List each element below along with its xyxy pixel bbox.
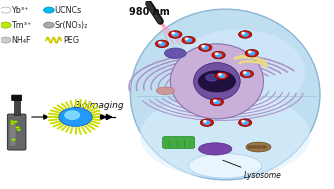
- Circle shape: [10, 120, 14, 123]
- Circle shape: [242, 32, 244, 34]
- Ellipse shape: [246, 142, 271, 152]
- Circle shape: [202, 46, 208, 49]
- Circle shape: [0, 37, 11, 43]
- FancyBboxPatch shape: [7, 114, 26, 150]
- Ellipse shape: [140, 93, 311, 178]
- Circle shape: [199, 44, 212, 51]
- Circle shape: [155, 40, 169, 48]
- Circle shape: [182, 36, 195, 44]
- Text: PEG: PEG: [63, 36, 79, 45]
- Circle shape: [243, 72, 246, 73]
- Circle shape: [248, 51, 251, 53]
- Circle shape: [262, 146, 266, 148]
- Ellipse shape: [170, 44, 264, 119]
- Circle shape: [258, 146, 262, 148]
- Ellipse shape: [199, 143, 232, 155]
- Circle shape: [11, 139, 15, 141]
- Circle shape: [44, 22, 54, 28]
- Circle shape: [17, 129, 21, 131]
- Circle shape: [206, 74, 218, 81]
- Circle shape: [210, 98, 223, 106]
- Circle shape: [215, 53, 221, 57]
- Circle shape: [253, 146, 257, 148]
- Circle shape: [240, 70, 254, 78]
- Circle shape: [244, 72, 250, 76]
- Ellipse shape: [194, 63, 240, 100]
- Circle shape: [0, 22, 11, 28]
- Text: 980 nm: 980 nm: [129, 7, 169, 17]
- Circle shape: [172, 32, 175, 34]
- Circle shape: [185, 38, 188, 40]
- Text: UCNCs: UCNCs: [54, 5, 81, 15]
- Circle shape: [212, 51, 225, 59]
- Circle shape: [186, 38, 192, 42]
- Text: Lysosome: Lysosome: [223, 160, 281, 180]
- Circle shape: [159, 42, 161, 43]
- Circle shape: [159, 42, 165, 46]
- Circle shape: [199, 71, 235, 92]
- Circle shape: [242, 121, 248, 124]
- Text: Tm³⁺: Tm³⁺: [11, 21, 31, 30]
- Circle shape: [238, 31, 252, 38]
- Circle shape: [248, 146, 252, 148]
- Circle shape: [238, 119, 252, 126]
- Circle shape: [172, 33, 178, 36]
- Circle shape: [44, 7, 54, 13]
- FancyBboxPatch shape: [10, 122, 16, 146]
- Ellipse shape: [156, 87, 174, 94]
- Circle shape: [204, 121, 210, 124]
- Text: Sr(NO₃)₂: Sr(NO₃)₂: [54, 21, 88, 30]
- FancyBboxPatch shape: [14, 100, 20, 115]
- Text: Bioimaging: Bioimaging: [73, 101, 124, 110]
- Circle shape: [215, 72, 228, 80]
- Circle shape: [215, 53, 218, 55]
- Text: NH₄F: NH₄F: [11, 36, 30, 45]
- Circle shape: [242, 33, 248, 36]
- Circle shape: [214, 100, 220, 104]
- Circle shape: [169, 31, 182, 38]
- Circle shape: [218, 74, 221, 75]
- Text: Yb³⁺: Yb³⁺: [11, 5, 28, 15]
- Circle shape: [213, 100, 216, 101]
- Ellipse shape: [189, 154, 262, 178]
- Circle shape: [16, 126, 20, 129]
- Ellipse shape: [165, 48, 186, 58]
- Circle shape: [11, 123, 15, 125]
- Circle shape: [242, 121, 244, 122]
- Circle shape: [245, 50, 259, 57]
- Circle shape: [65, 111, 79, 119]
- Circle shape: [200, 119, 213, 126]
- Circle shape: [202, 46, 205, 47]
- Circle shape: [59, 108, 92, 126]
- Circle shape: [204, 121, 206, 122]
- Ellipse shape: [130, 9, 320, 180]
- FancyBboxPatch shape: [12, 95, 22, 101]
- Circle shape: [13, 121, 17, 123]
- Circle shape: [249, 52, 255, 55]
- Circle shape: [0, 7, 11, 13]
- Ellipse shape: [172, 29, 305, 115]
- FancyBboxPatch shape: [163, 136, 195, 149]
- Circle shape: [219, 74, 225, 77]
